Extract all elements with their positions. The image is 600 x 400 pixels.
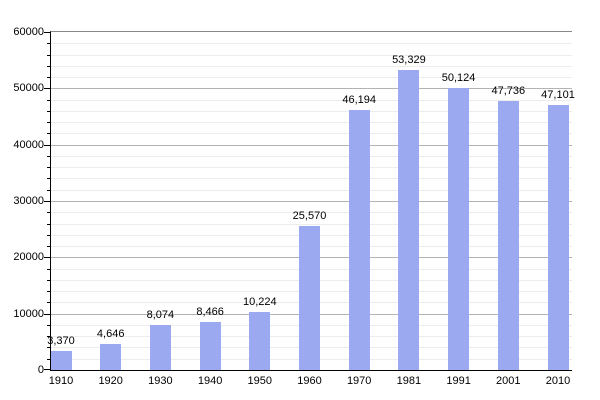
y-axis-tick: [44, 313, 50, 315]
x-axis-tick-label: 1910: [48, 375, 74, 387]
bar-1981: [398, 69, 420, 370]
y-axis-tick: [47, 189, 50, 191]
minor-gridline: [51, 167, 572, 169]
bar-1950: [249, 312, 271, 370]
y-axis-tick: [47, 234, 50, 236]
bar-1940: [199, 322, 221, 370]
bar-value-label: 8,466: [196, 306, 224, 319]
minor-gridline: [51, 54, 572, 56]
y-axis-tick: [47, 324, 50, 326]
minor-gridline: [51, 122, 572, 124]
y-axis-tick: [47, 302, 50, 304]
bar-2001: [497, 101, 519, 370]
major-gridline: [51, 88, 572, 90]
y-axis-tick-label: 30000: [13, 195, 44, 207]
y-axis-tick-label: 0: [37, 364, 44, 376]
y-axis-tick: [44, 32, 50, 33]
bar-value-label: 46,194: [342, 93, 377, 106]
y-axis-tick: [44, 257, 50, 259]
minor-gridline: [51, 110, 572, 112]
bar-value-label: 25,570: [292, 209, 327, 222]
y-axis-tick-label: 50000: [13, 82, 44, 95]
plot-area: 0 10000 20000 30000 40000 50000 60000 3,370 1910…: [13, 26, 574, 387]
y-axis-tick-label: 10000: [13, 307, 44, 320]
bar-value-label: 3,370: [47, 335, 75, 348]
minor-gridline: [51, 43, 572, 45]
y-axis-tick: [47, 110, 50, 112]
y-axis-tick: [47, 122, 50, 124]
bar-value-label: 4,646: [96, 327, 125, 340]
x-axis-tick-label: 2010: [545, 375, 571, 387]
bar-1920: [100, 343, 122, 370]
bar-1991: [448, 87, 470, 370]
y-axis-tick: [47, 347, 50, 349]
bar-value-label: 10,224: [242, 296, 277, 309]
minor-gridline: [51, 77, 572, 79]
x-axis-tick-label: 1930: [148, 375, 173, 387]
y-axis-tick: [47, 291, 50, 293]
bar-1960: [299, 225, 320, 370]
y-axis-tick: [47, 358, 50, 360]
bar-1970: [348, 109, 370, 370]
bar-value-label: 50,124: [441, 71, 476, 84]
y-axis-tick: [47, 167, 50, 169]
minor-gridline: [51, 223, 572, 225]
bar-1910: [50, 351, 72, 370]
y-axis-tick: [47, 212, 50, 214]
y-axis-tick: [44, 201, 50, 202]
minor-gridline: [51, 178, 572, 180]
y-axis-tick: [47, 43, 50, 45]
x-axis-tick-label: 2001: [496, 375, 521, 387]
y-axis-tick: [47, 54, 50, 56]
bar-value-label: 8,074: [146, 308, 175, 321]
bar-1930: [149, 324, 171, 370]
minor-gridline: [51, 155, 572, 157]
y-axis-tick-label: 60000: [13, 26, 44, 38]
minor-gridline: [51, 189, 572, 191]
bar-value-label: 47,736: [491, 85, 526, 98]
x-axis-tick-label: 1970: [346, 375, 372, 387]
x-axis-tick-label: 1981: [396, 375, 422, 387]
y-axis-tick: [47, 336, 50, 338]
y-axis-tick: [47, 65, 50, 67]
major-gridline: [51, 144, 572, 146]
bar-2010: [547, 104, 569, 370]
y-axis-tick: [47, 279, 50, 281]
bar-value-label: 53,329: [392, 53, 426, 66]
y-axis-tick-label: 20000: [13, 251, 44, 264]
y-axis-tick: [47, 133, 50, 135]
y-axis-tick: [47, 223, 50, 225]
y-axis-tick: [47, 178, 50, 180]
y-axis-tick: [44, 88, 50, 90]
bar-value-label: 47,101: [541, 88, 575, 101]
y-axis-tick: [47, 77, 50, 79]
minor-gridline: [51, 65, 572, 67]
x-axis-tick-label: 1920: [98, 375, 123, 387]
x-axis-tick-label: 1991: [446, 375, 471, 387]
y-axis-tick-label: 40000: [13, 138, 44, 151]
x-axis-tick-label: 1960: [297, 375, 322, 387]
y-axis-tick: [47, 246, 50, 248]
y-axis-tick: [47, 99, 50, 101]
x-axis-tick-label: 1940: [197, 375, 223, 387]
minor-gridline: [51, 212, 572, 214]
y-axis-tick: [44, 144, 50, 146]
minor-gridline: [51, 99, 572, 101]
major-gridline: [51, 201, 572, 202]
minor-gridline: [51, 133, 572, 135]
y-axis-tick: [44, 369, 50, 370]
y-axis-tick: [47, 155, 50, 157]
y-axis-tick: [47, 268, 50, 270]
x-axis-tick-label: 1950: [247, 375, 273, 387]
